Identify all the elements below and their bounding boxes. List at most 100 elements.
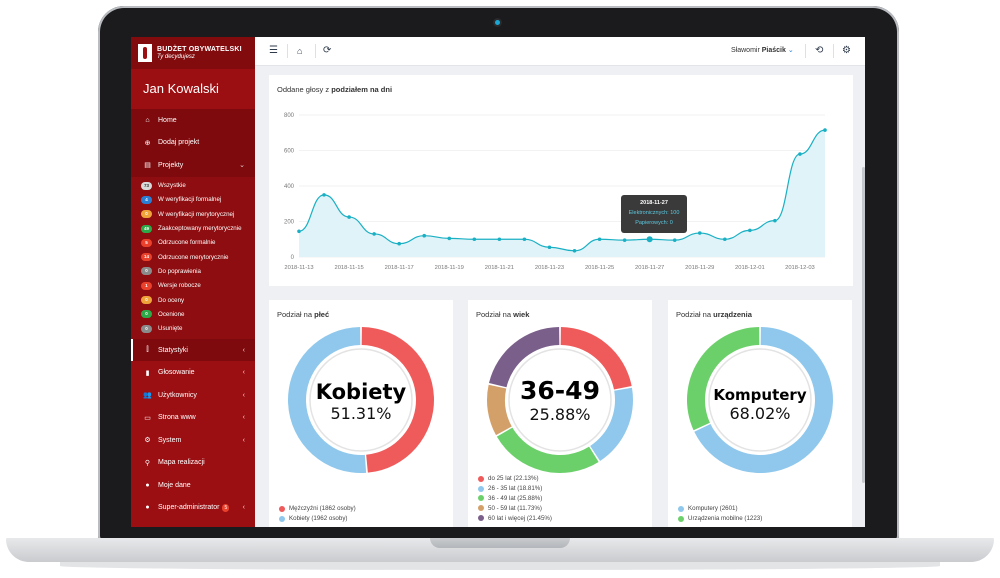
plus-circle-icon: ⊕ [144, 139, 151, 147]
sidebar-item-user[interactable]: ● Moje dane [131, 474, 255, 497]
device-legend: Komputery (2601) Urządzenia mobilne (1223… [678, 504, 762, 524]
submenu-item[interactable]: 5 Odrzucone formalnie [131, 236, 255, 250]
data-point[interactable] [447, 236, 452, 241]
data-point[interactable] [572, 248, 577, 253]
submenu-item[interactable]: 4 W weryfikacji formalnej [131, 193, 255, 207]
submenu-item[interactable]: 1 Wersje robocze [131, 279, 255, 293]
sidebar-item-map-marker[interactable]: ⚲ Mapa realizacji [131, 451, 255, 474]
projects-submenu: 73 Wszystkie 4 W weryfikacji formalnej 0 W we… [131, 176, 255, 339]
sidebar-item-projects[interactable]: ▤ Projekty ⌄ [131, 154, 255, 177]
laptop-icon: ▭ [144, 414, 151, 422]
sidebar-item-label: Mapa realizacji [158, 459, 205, 467]
chevron-left-icon: ‹ [242, 414, 245, 422]
submenu-item[interactable]: 0 Ocenione [131, 307, 255, 321]
data-point[interactable] [322, 193, 326, 197]
data-point[interactable] [597, 237, 602, 242]
data-point[interactable] [397, 241, 401, 246]
sidebar-item-home[interactable]: ⌂ Home [131, 109, 255, 132]
count-badge: 4 [141, 195, 152, 204]
legend-label: 26 - 35 lat (18.81%) [488, 485, 543, 493]
legend-item: 26 - 35 lat (18.81%) [478, 484, 552, 494]
data-point[interactable] [622, 238, 627, 242]
data-point[interactable] [697, 231, 702, 235]
scrollbar[interactable] [862, 167, 865, 483]
sidebar-item-chart[interactable]: ⫿ Statystyki ‹ [131, 338, 255, 362]
data-point[interactable] [522, 237, 527, 242]
data-point[interactable] [547, 245, 552, 250]
data-point[interactable] [773, 218, 777, 223]
x-tick-label: 2018-12-01 [735, 265, 765, 271]
sidebar-item-bookmark[interactable]: ▮ Głosowanie ‹ [131, 361, 255, 384]
data-point[interactable] [422, 233, 427, 238]
age-legend: do 25 lat (22.13%) 26 - 35 lat (18.81%) 36… [478, 474, 552, 523]
donut-slice[interactable] [496, 427, 599, 473]
donut-inner-ring [508, 348, 612, 452]
sidebar-item-label: Statystyki [158, 346, 188, 354]
sidebar-item-label: Strona www [158, 414, 196, 422]
y-tick-label: 800 [284, 113, 295, 119]
submenu-item[interactable]: 49 Zaakceptowany merytorycznie [131, 221, 255, 235]
home-icon: ⌂ [145, 116, 150, 124]
data-point[interactable] [748, 228, 752, 233]
data-point[interactable] [723, 237, 727, 242]
submenu-item[interactable]: 0 Do oceny [131, 293, 255, 307]
gender-card: Podział na płeć Kobiety 51.31% Mężczyźni… [269, 300, 453, 527]
menu-icon[interactable]: ☰ [269, 45, 278, 56]
data-point[interactable] [798, 152, 802, 156]
legend-swatch [478, 505, 484, 512]
data-point[interactable] [823, 128, 827, 132]
legend-label: Komputery (2601) [688, 505, 738, 513]
sidebar: BUDŻET OBYWATELSKI Ty decydujesz Jan Kow… [131, 37, 255, 527]
sidebar-item-user-shield[interactable]: ● Super-administrator 5 ‹ [131, 496, 255, 519]
donut-slice[interactable] [687, 327, 760, 431]
submenu-item[interactable]: 0 Usunięte [131, 321, 255, 335]
submenu-item-label: Do oceny [158, 296, 185, 304]
data-point[interactable] [472, 237, 477, 242]
data-point[interactable] [372, 232, 376, 236]
donut-slice[interactable] [489, 327, 560, 388]
card-title: Podział na wiek [476, 310, 529, 319]
user-shield-icon: ● [145, 504, 150, 512]
submenu-item[interactable]: 0 W weryfikacji merytorycznej [131, 207, 255, 221]
submenu-item-label: W weryfikacji merytorycznej [158, 210, 235, 218]
home-icon[interactable]: ⌂ [297, 46, 303, 56]
title-prefix: Podział na [676, 310, 714, 319]
submenu-item[interactable]: 73 Wszystkie [131, 179, 255, 193]
legend-item: 60 lat i więcej (21.45%) [478, 513, 552, 523]
submenu-item[interactable]: 0 Do poprawienia [131, 264, 255, 278]
sidebar-item-laptop[interactable]: ▭ Strona www ‹ [131, 406, 255, 429]
sync-icon[interactable]: ⟲ [815, 45, 824, 56]
donut-inner-ring [309, 348, 413, 452]
submenu-item[interactable]: 14 Odrzucone merytorycznie [131, 250, 255, 264]
data-point[interactable] [497, 237, 502, 242]
gear-icon[interactable]: ⚙ [842, 45, 851, 56]
tooltip-date: 2018-11-27 [640, 200, 668, 206]
legend-label: 60 lat i więcej (21.45%) [488, 514, 552, 522]
data-point[interactable] [646, 236, 653, 243]
donut-slice[interactable] [560, 327, 632, 390]
submenu-item-label: Do poprawienia [158, 267, 201, 275]
donut-center-percent: 25.88% [529, 405, 591, 424]
sidebar-item-gear[interactable]: ⚙ System ‹ [131, 429, 255, 452]
donut-slice[interactable] [590, 387, 633, 462]
donut-inner-ring [708, 348, 812, 452]
refresh-icon[interactable]: ⟳ [323, 45, 332, 56]
sidebar-item-add-project[interactable]: ⊕ Dodaj projekt [131, 131, 255, 154]
legend-swatch [478, 485, 484, 492]
user-icon: ● [145, 481, 150, 489]
votes-line-chart: 0 200 400 600 800 2018-11-13 2018-11-15 2018-11… [284, 113, 827, 271]
age-donut-chart [487, 327, 633, 473]
sidebar-item-users[interactable]: 👥 Użytkownicy ‹ [131, 384, 255, 407]
donut-center-label: 36-49 [520, 376, 600, 405]
donut-slice[interactable] [288, 327, 367, 473]
user-menu[interactable]: Sławomir Piaścik ⌄ [731, 37, 794, 65]
data-point[interactable] [672, 238, 677, 242]
data-point[interactable] [297, 229, 301, 234]
donut-slice[interactable] [361, 327, 434, 473]
data-point[interactable] [347, 215, 351, 219]
donut-slice[interactable] [487, 384, 512, 436]
count-badge: 0 [141, 310, 152, 319]
submenu-item-label: Odrzucone merytorycznie [158, 253, 229, 261]
logo[interactable]: BUDŻET OBYWATELSKI Ty decydujesz [131, 37, 255, 69]
x-tick-label: 2018-11-13 [284, 265, 313, 271]
